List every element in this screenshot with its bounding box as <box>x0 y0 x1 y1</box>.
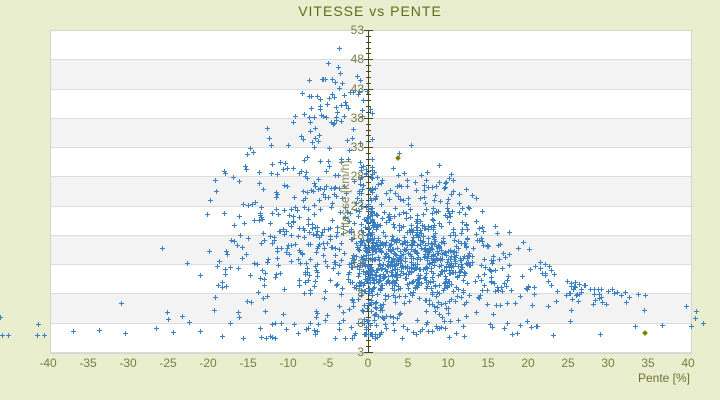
x-tick-label: 25 <box>561 356 575 370</box>
grid-band <box>51 265 691 295</box>
plot-area <box>50 30 692 354</box>
x-tick-label: 15 <box>481 356 495 370</box>
x-tick-label: -40 <box>39 356 57 370</box>
scatter-point <box>41 333 47 339</box>
x-tick-label: -20 <box>199 356 217 370</box>
grid-band <box>51 294 691 324</box>
x-tick-label: -30 <box>119 356 137 370</box>
x-tick-label: 0 <box>364 356 372 370</box>
x-tick-label: 5 <box>404 356 412 370</box>
scatter-point <box>36 321 42 327</box>
x-tick-label: -5 <box>322 356 334 370</box>
grid-band <box>51 148 691 178</box>
grid-band <box>51 206 691 236</box>
x-tick-label: -25 <box>159 356 177 370</box>
scatter-point <box>0 315 3 321</box>
scatter-point <box>693 309 699 315</box>
x-axis-title: Pente [%] <box>637 371 690 385</box>
x-tick-label: 30 <box>601 356 615 370</box>
x-tick-label: 35 <box>641 356 655 370</box>
x-tick-label: -15 <box>239 356 257 370</box>
x-tick-label: 10 <box>441 356 455 370</box>
x-tick-label: -10 <box>279 356 297 370</box>
grid-band <box>51 235 691 266</box>
scatter-point <box>35 333 41 339</box>
grid-band <box>51 323 691 353</box>
scatter-point <box>6 332 12 338</box>
grid-band <box>51 177 691 207</box>
grid-band <box>51 118 691 149</box>
x-tick-label: 40 <box>681 356 695 370</box>
scatter-point <box>692 316 698 322</box>
y-axis-title: Vitesse [km/h] <box>338 160 352 236</box>
grid-band <box>51 89 691 119</box>
scatter-point <box>700 320 706 326</box>
chart-title: VITESSE vs PENTE <box>298 3 442 19</box>
x-tick-label: 20 <box>521 356 535 370</box>
x-tick-label: -35 <box>79 356 97 370</box>
grid-band <box>51 60 691 90</box>
grid-band <box>51 31 691 61</box>
scatter-point <box>0 332 5 338</box>
